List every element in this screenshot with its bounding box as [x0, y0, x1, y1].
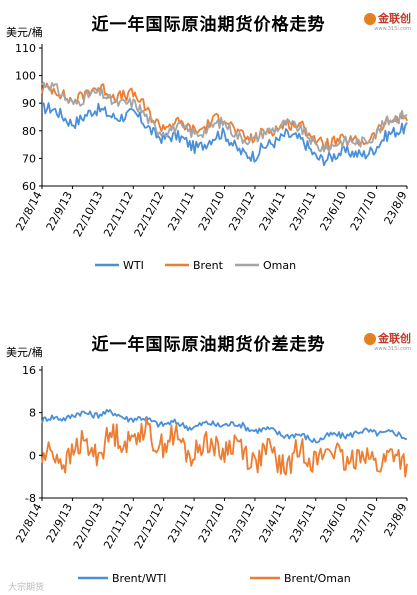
x-tick-label: 22/8/14 — [13, 501, 44, 545]
legend-label-brent-wti: Brent/WTI — [112, 572, 166, 585]
series-line-oman — [41, 81, 408, 153]
logo-mark-icon — [364, 333, 376, 345]
series-line-brent-oman — [41, 417, 408, 478]
y-tick-label: 100 — [15, 70, 36, 83]
x-tick-label: 23/1/11 — [165, 501, 196, 545]
y-tick-label: 70 — [22, 152, 36, 165]
x-tick-label: 23/3/12 — [226, 189, 257, 233]
x-tick-label: 23/4/11 — [257, 189, 288, 233]
x-tick-label: 23/4/11 — [257, 501, 288, 545]
logo-mark-icon — [364, 13, 376, 25]
y-tick-label: -8 — [25, 492, 36, 505]
x-tick-label: 23/2/10 — [196, 501, 227, 545]
x-tick-label: 22/11/12 — [101, 501, 136, 551]
series-line-brent-wti — [41, 408, 408, 444]
chart1-unit-label: 美元/桶 — [6, 26, 43, 39]
x-tick-label: 22/9/13 — [44, 189, 75, 233]
x-tick-label: 23/7/10 — [348, 189, 379, 233]
brand-logo-top: 金联创 www.315i.com — [364, 10, 411, 32]
x-tick-label: 22/12/12 — [132, 189, 167, 239]
chart2-unit-label: 美元/桶 — [6, 346, 43, 359]
x-tick-label: 22/8/14 — [13, 189, 44, 233]
y-tick-label: 0 — [29, 449, 36, 462]
brand-logo-bottom: 金联创 www.315i.com — [364, 330, 411, 352]
x-tick-label: 23/3/12 — [226, 501, 257, 545]
legend-label-oman: Oman — [263, 259, 296, 272]
x-tick-label: 23/5/11 — [287, 501, 318, 545]
x-tick-label: 23/2/10 — [196, 189, 227, 233]
x-tick-label: 22/12/12 — [132, 501, 167, 551]
y-tick-label: 16 — [22, 364, 36, 377]
legend-label-brent: Brent — [193, 259, 224, 272]
legend-label-brent-oman: Brent/Oman — [284, 572, 351, 585]
x-tick-label: 23/7/10 — [348, 501, 379, 545]
legend-label-wti: WTI — [123, 259, 144, 272]
x-tick-label: 23/8/9 — [382, 501, 410, 538]
y-tick-label: 110 — [15, 42, 36, 55]
chart1-title: 近一年国际原油期货价格走势 — [91, 15, 326, 35]
y-tick-label: 60 — [22, 180, 36, 193]
x-tick-label: 22/10/13 — [71, 189, 106, 239]
y-tick-label: 90 — [22, 97, 36, 110]
x-tick-label: 22/10/13 — [71, 501, 106, 551]
x-tick-label: 23/6/10 — [317, 189, 348, 233]
x-tick-label: 22/9/13 — [44, 501, 75, 545]
chart2-title: 近一年国际原油期货价差走势 — [91, 335, 326, 355]
series-line-wti — [41, 102, 408, 167]
watermark: 大宗期货 — [8, 583, 45, 593]
x-tick-label: 23/8/9 — [382, 189, 410, 226]
y-tick-label: 80 — [22, 125, 36, 138]
y-tick-label: 8 — [29, 407, 36, 420]
x-tick-label: 22/11/12 — [101, 189, 136, 239]
x-tick-label: 23/5/11 — [287, 189, 318, 233]
x-tick-label: 23/6/10 — [317, 501, 348, 545]
x-tick-label: 23/1/11 — [165, 189, 196, 233]
